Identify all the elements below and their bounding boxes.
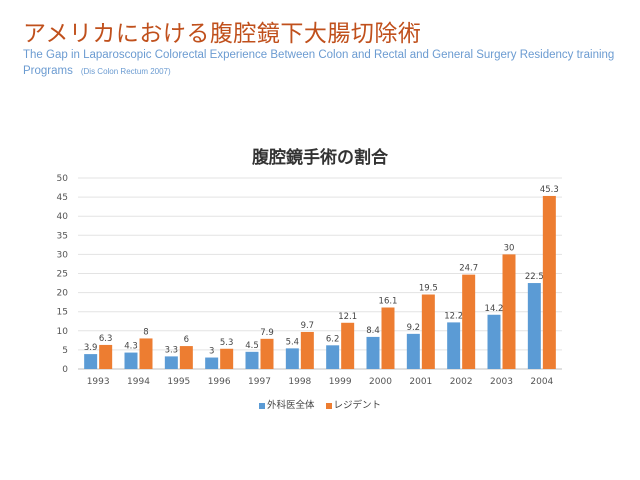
bar-residents — [502, 254, 516, 369]
x-tick-label: 2004 — [530, 377, 553, 387]
data-label-residents: 6.3 — [99, 334, 113, 344]
data-label-surgeons: 8.4 — [366, 326, 380, 336]
x-tick-label: 2001 — [409, 377, 432, 387]
bar-residents — [341, 322, 355, 369]
data-label-residents: 5.3 — [220, 338, 234, 348]
data-label-surgeons: 4.3 — [124, 342, 138, 352]
data-label-residents: 45.3 — [540, 185, 559, 195]
data-label-surgeons: 3 — [209, 347, 214, 357]
y-tick-label: 30 — [57, 250, 69, 260]
citation: (Dis Colon Rectum 2007) — [80, 67, 171, 76]
slide-subtitle: The Gap in Laparoscopic Colorectal Exper… — [23, 47, 623, 80]
data-label-residents: 9.7 — [301, 321, 315, 331]
y-tick-label: 35 — [57, 231, 68, 241]
x-tick-label: 1995 — [167, 377, 190, 387]
data-label-residents: 24.7 — [459, 264, 478, 274]
y-tick-label: 10 — [57, 327, 69, 337]
x-tick-label: 1998 — [288, 377, 311, 387]
data-label-surgeons: 3.3 — [165, 345, 179, 355]
legend-label-residents: レジデント — [333, 400, 382, 411]
legend-swatch-residents — [325, 402, 332, 409]
y-tick-label: 50 — [57, 174, 69, 184]
x-tick-label: 1993 — [87, 377, 110, 387]
bar-surgeons — [447, 322, 461, 369]
bar-residents — [300, 331, 314, 369]
y-tick-label: 5 — [62, 346, 68, 356]
y-tick-label: 40 — [57, 212, 69, 222]
bar-residents — [462, 274, 476, 369]
bar-residents — [260, 338, 274, 369]
bar-surgeons — [527, 283, 541, 369]
x-tick-label: 1996 — [208, 377, 231, 387]
bar-residents — [179, 346, 193, 369]
bar-surgeons — [285, 348, 299, 369]
x-tick-label: 2002 — [450, 377, 473, 387]
data-label-surgeons: 9.2 — [407, 323, 421, 333]
data-label-residents: 8 — [143, 327, 148, 337]
legend-item-surgeons: 外科医全体 — [258, 397, 315, 411]
data-label-surgeons: 22.5 — [525, 272, 544, 282]
chart-title: 腹腔鏡手術の割合 — [252, 148, 388, 168]
x-tick-label: 1994 — [127, 377, 150, 387]
x-tick-label: 1997 — [248, 377, 271, 387]
x-tick-label: 2000 — [369, 377, 392, 387]
bar-residents — [99, 344, 113, 369]
y-tick-label: 20 — [57, 289, 69, 299]
y-tick-label: 0 — [62, 365, 68, 375]
bar-surgeons — [124, 352, 138, 369]
legend-swatch-surgeons — [258, 402, 265, 409]
data-label-surgeons: 3.9 — [84, 343, 98, 353]
bar-residents — [139, 338, 153, 369]
chart-legend: 外科医全体 レジデント — [0, 397, 640, 411]
bar-residents — [542, 195, 556, 369]
x-tick-label: 2003 — [490, 377, 513, 387]
data-label-surgeons: 5.4 — [286, 337, 300, 347]
legend-label-surgeons: 外科医全体 — [266, 400, 315, 411]
data-label-residents: 7.9 — [260, 328, 274, 338]
data-label-residents: 12.1 — [338, 312, 357, 322]
bar-surgeons — [326, 345, 340, 369]
y-tick-label: 45 — [57, 193, 68, 203]
data-label-surgeons: 12.2 — [444, 311, 463, 321]
data-label-surgeons: 4.5 — [245, 341, 259, 351]
bar-surgeons — [487, 314, 501, 369]
y-tick-label: 15 — [57, 308, 68, 318]
bar-surgeons — [84, 354, 98, 369]
data-label-surgeons: 6.2 — [326, 334, 340, 344]
bar-residents — [421, 294, 435, 369]
y-tick-label: 25 — [57, 270, 68, 280]
x-tick-label: 1999 — [329, 377, 352, 387]
bar-surgeons — [406, 333, 420, 369]
bar-surgeons — [245, 351, 259, 369]
bar-surgeons — [164, 356, 178, 369]
data-label-residents: 16.1 — [379, 296, 398, 306]
data-label-surgeons: 14.2 — [485, 304, 504, 314]
data-label-residents: 19.5 — [419, 284, 438, 294]
data-label-residents: 30 — [504, 243, 515, 253]
bar-surgeons — [366, 336, 380, 369]
legend-item-residents: レジデント — [325, 397, 382, 411]
bar-residents — [381, 307, 395, 369]
data-label-residents: 6 — [184, 335, 189, 345]
bar-residents — [220, 348, 234, 369]
slide-title: アメリカにおける腹腔鏡下大腸切除術 — [23, 21, 422, 47]
bar-surgeons — [205, 357, 219, 369]
subtitle-text: The Gap in Laparoscopic Colorectal Exper… — [23, 49, 615, 77]
